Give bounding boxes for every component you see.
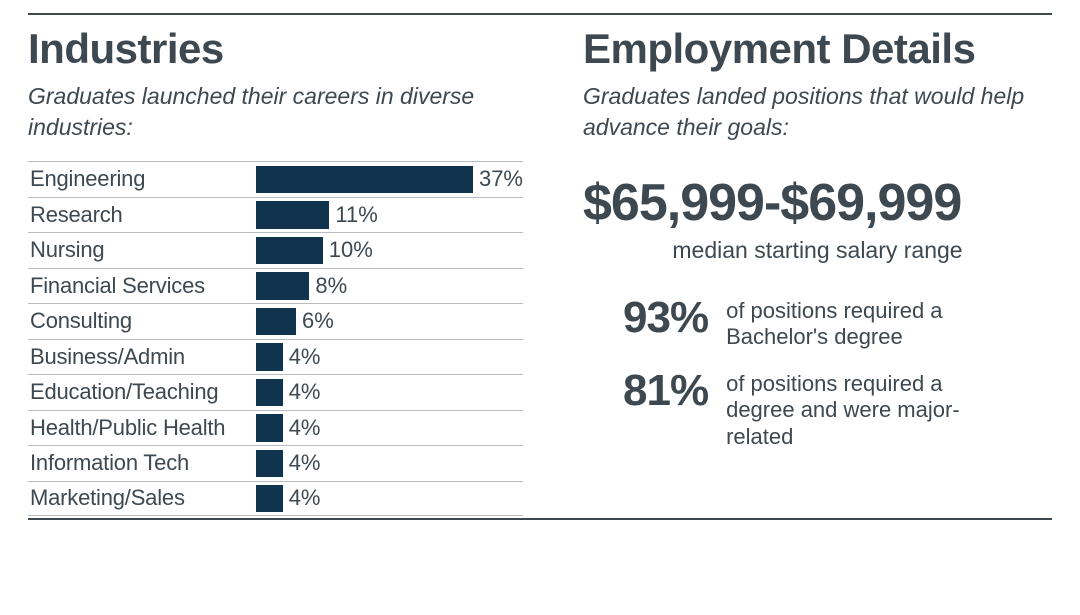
bar-fill <box>256 166 473 194</box>
bar-fill <box>256 379 283 407</box>
bar-label: Consulting <box>28 304 256 339</box>
bar-value: 8% <box>315 273 347 299</box>
bar-row: Nursing 10% <box>28 232 523 268</box>
bar-area: 37% <box>256 162 523 197</box>
employment-stats: 93% of positions required a Bachelor's de… <box>583 296 1052 450</box>
bar-label: Nursing <box>28 233 256 268</box>
bar-value: 4% <box>289 344 321 370</box>
bar-fill <box>256 237 323 265</box>
bar-area: 10% <box>256 233 523 268</box>
bar-value: 11% <box>335 202 377 228</box>
bar-area: 4% <box>256 446 523 481</box>
bar-row: Marketing/Sales 4% <box>28 481 523 517</box>
bar-area: 4% <box>256 375 523 410</box>
industries-bar-chart: Engineering 37% Research 11% Nursing 10% Finan… <box>28 161 523 516</box>
salary-range-caption: median starting salary range <box>583 237 1052 264</box>
salary-range-figure: $65,999-$69,999 <box>583 173 1052 233</box>
bar-row: Information Tech 4% <box>28 445 523 481</box>
industries-panel: Industries Graduates launched their care… <box>28 25 523 516</box>
bar-value: 6% <box>302 308 334 334</box>
bar-area: 4% <box>256 482 523 516</box>
bar-fill <box>256 450 283 478</box>
bar-label: Health/Public Health <box>28 411 256 446</box>
bar-fill <box>256 414 283 442</box>
bar-row: Research 11% <box>28 197 523 233</box>
bar-row: Consulting 6% <box>28 303 523 339</box>
bar-area: 11% <box>256 198 523 233</box>
bar-fill <box>256 308 296 336</box>
bar-row: Education/Teaching 4% <box>28 374 523 410</box>
employment-title: Employment Details <box>583 25 1052 73</box>
bar-label: Engineering <box>28 162 256 197</box>
bar-row: Health/Public Health 4% <box>28 410 523 446</box>
bar-row: Financial Services 8% <box>28 268 523 304</box>
bar-label: Financial Services <box>28 269 256 304</box>
bar-row: Business/Admin 4% <box>28 339 523 375</box>
content-columns: Industries Graduates launched their care… <box>28 15 1052 516</box>
bar-value: 37% <box>479 166 523 192</box>
stat-description: of positions required a Bachelor's degre… <box>726 296 986 351</box>
bar-label: Research <box>28 198 256 233</box>
stat-row: 93% of positions required a Bachelor's de… <box>583 296 1052 351</box>
bar-fill <box>256 343 283 371</box>
bottom-rule <box>28 518 1052 520</box>
employment-panel: Employment Details Graduates landed posi… <box>583 25 1052 516</box>
bar-fill <box>256 201 329 229</box>
bar-value: 4% <box>289 450 321 476</box>
bar-label: Education/Teaching <box>28 375 256 410</box>
bar-row: Engineering 37% <box>28 161 523 197</box>
stat-percent: 93% <box>623 296 708 340</box>
bar-area: 6% <box>256 304 523 339</box>
stat-description: of positions required a degree and were … <box>726 369 986 450</box>
employment-subtitle: Graduates landed positions that would he… <box>583 81 1052 143</box>
bar-label: Marketing/Sales <box>28 482 256 516</box>
industries-title: Industries <box>28 25 523 73</box>
bar-value: 4% <box>289 415 321 441</box>
bar-label: Business/Admin <box>28 340 256 375</box>
bar-area: 4% <box>256 340 523 375</box>
stat-row: 81% of positions required a degree and we… <box>583 369 1052 450</box>
bar-value: 10% <box>329 237 373 263</box>
bar-area: 4% <box>256 411 523 446</box>
bar-fill <box>256 272 309 300</box>
bar-area: 8% <box>256 269 523 304</box>
bar-value: 4% <box>289 379 321 405</box>
bar-fill <box>256 485 283 512</box>
bar-value: 4% <box>289 485 321 511</box>
bar-label: Information Tech <box>28 446 256 481</box>
industries-subtitle: Graduates launched their careers in dive… <box>28 81 523 143</box>
stat-percent: 81% <box>623 369 708 413</box>
